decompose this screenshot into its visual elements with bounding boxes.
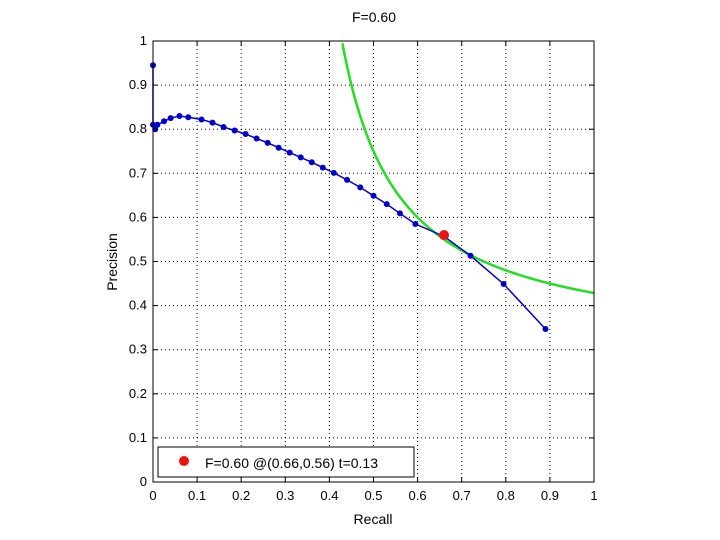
pr-curve-point [370, 192, 377, 199]
pr-curve-point [242, 131, 249, 138]
x-tick-label: 0 [149, 488, 156, 503]
x-tick-label: 0.2 [232, 488, 250, 503]
pr-curve-point [198, 116, 205, 123]
x-tick-label: 0.3 [276, 488, 294, 503]
pr-curve-point [330, 169, 337, 176]
pr-curve-point [176, 112, 183, 119]
legend-box [157, 446, 415, 478]
axis-ticks: 0 0.1 0.2 0.3 0.4 0.5 0.6 0.7 0.8 0.9 1 0 0.1 0.2 0.3 0… [129, 33, 598, 503]
best-f-point [439, 230, 450, 241]
x-tick-label: 0.9 [541, 488, 559, 503]
y-tick-label: 1 [140, 33, 147, 48]
y-tick-label: 0.5 [129, 254, 147, 269]
y-tick-label: 0.7 [129, 165, 147, 180]
pr-curve-point [154, 121, 161, 128]
y-tick-label: 0 [140, 474, 147, 489]
x-tick-label: 0.5 [364, 488, 382, 503]
y-tick-label: 0.4 [129, 298, 147, 313]
pr-curve-point [220, 123, 227, 130]
y-axis-title: Precision [104, 233, 120, 291]
pr-curve-point [275, 144, 282, 151]
pr-curve-point [412, 221, 419, 228]
x-axis-title: Recall [354, 511, 393, 527]
pr-curve-point [467, 252, 474, 259]
x-tick-label: 0.1 [188, 488, 206, 503]
pr-curve-point [286, 149, 293, 156]
pr-curve-point [167, 115, 174, 122]
y-tick-label: 0.3 [129, 342, 147, 357]
pr-curve-point [264, 139, 271, 146]
pr-curve-point [161, 118, 168, 125]
pr-curve-point [344, 176, 351, 183]
x-tick-label: 1 [590, 488, 597, 503]
pr-curve-point [357, 184, 364, 191]
x-tick-label: 0.4 [320, 488, 338, 503]
x-tick-label: 0.7 [453, 488, 471, 503]
pr-curve-point [319, 164, 326, 171]
pr-curve-point [231, 127, 238, 134]
pr-curve-point [542, 325, 549, 332]
y-tick-label: 0.2 [129, 386, 147, 401]
pr-curve-point [297, 154, 304, 161]
pr-curve-point [308, 159, 315, 166]
y-tick-label: 0.1 [129, 430, 147, 445]
chart-title: F=0.60 [352, 9, 396, 25]
legend: F=0.60 @(0.66,0.56) t=0.13 [157, 446, 415, 478]
pr-curve-point [396, 210, 403, 217]
y-tick-label: 0.6 [129, 209, 147, 224]
x-tick-label: 0.6 [409, 488, 427, 503]
x-tick-label: 0.8 [497, 488, 515, 503]
pr-curve-point [209, 119, 216, 126]
legend-marker [179, 456, 189, 466]
pr-curve-point [185, 114, 192, 121]
y-tick-label: 0.9 [129, 77, 147, 92]
pr-curve-point [383, 201, 390, 208]
pr-curve-point [500, 280, 507, 287]
pr-curve-point [253, 135, 260, 142]
grid-lines [153, 41, 594, 482]
y-tick-label: 0.8 [129, 121, 147, 136]
legend-label: F=0.60 @(0.66,0.56) t=0.13 [205, 455, 378, 471]
